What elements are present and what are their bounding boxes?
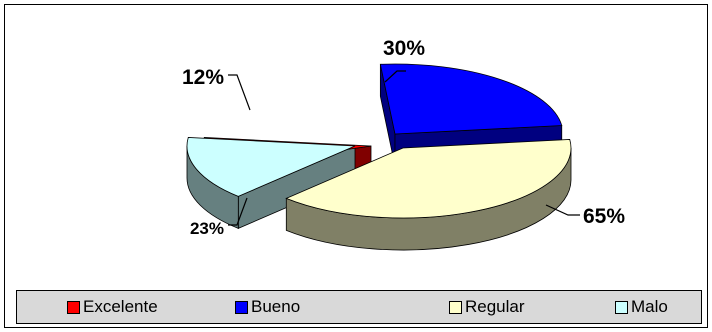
legend-label-excelente: Excelente: [83, 297, 158, 316]
legend-label-bueno: Bueno: [251, 297, 301, 316]
legend-label-regular: Regular: [465, 297, 525, 316]
legend-item-excelente: Excelente: [67, 291, 158, 323]
legend: Excelente Bueno Regular Malo: [16, 290, 702, 324]
legend-item-bueno: Bueno: [235, 291, 300, 323]
legend-swatch-bueno: [235, 300, 248, 314]
leader-line-bueno: [384, 70, 406, 83]
leader-line-excelente: [228, 74, 251, 111]
leader-line-regular: [545, 204, 580, 216]
leader-lines: [228, 70, 580, 226]
legend-item-regular: Regular: [449, 291, 525, 323]
pie-tops: [186, 63, 572, 219]
leader-line-malo: [228, 197, 248, 226]
pie-slice-regular: [285, 139, 572, 219]
data-label-regular: 65%: [583, 205, 625, 228]
data-label-excelente: 12%: [182, 66, 224, 89]
legend-swatch-malo: [615, 300, 628, 314]
data-label-malo: 23%: [190, 219, 224, 238]
pie-slice-bueno: [379, 63, 563, 135]
legend-swatch-excelente: [67, 300, 80, 314]
legend-item-malo: Malo: [615, 291, 668, 323]
pie-slice-malo: [186, 137, 356, 197]
legend-swatch-regular: [449, 300, 462, 314]
data-label-bueno: 30%: [383, 37, 425, 60]
legend-label-malo: Malo: [631, 297, 668, 316]
